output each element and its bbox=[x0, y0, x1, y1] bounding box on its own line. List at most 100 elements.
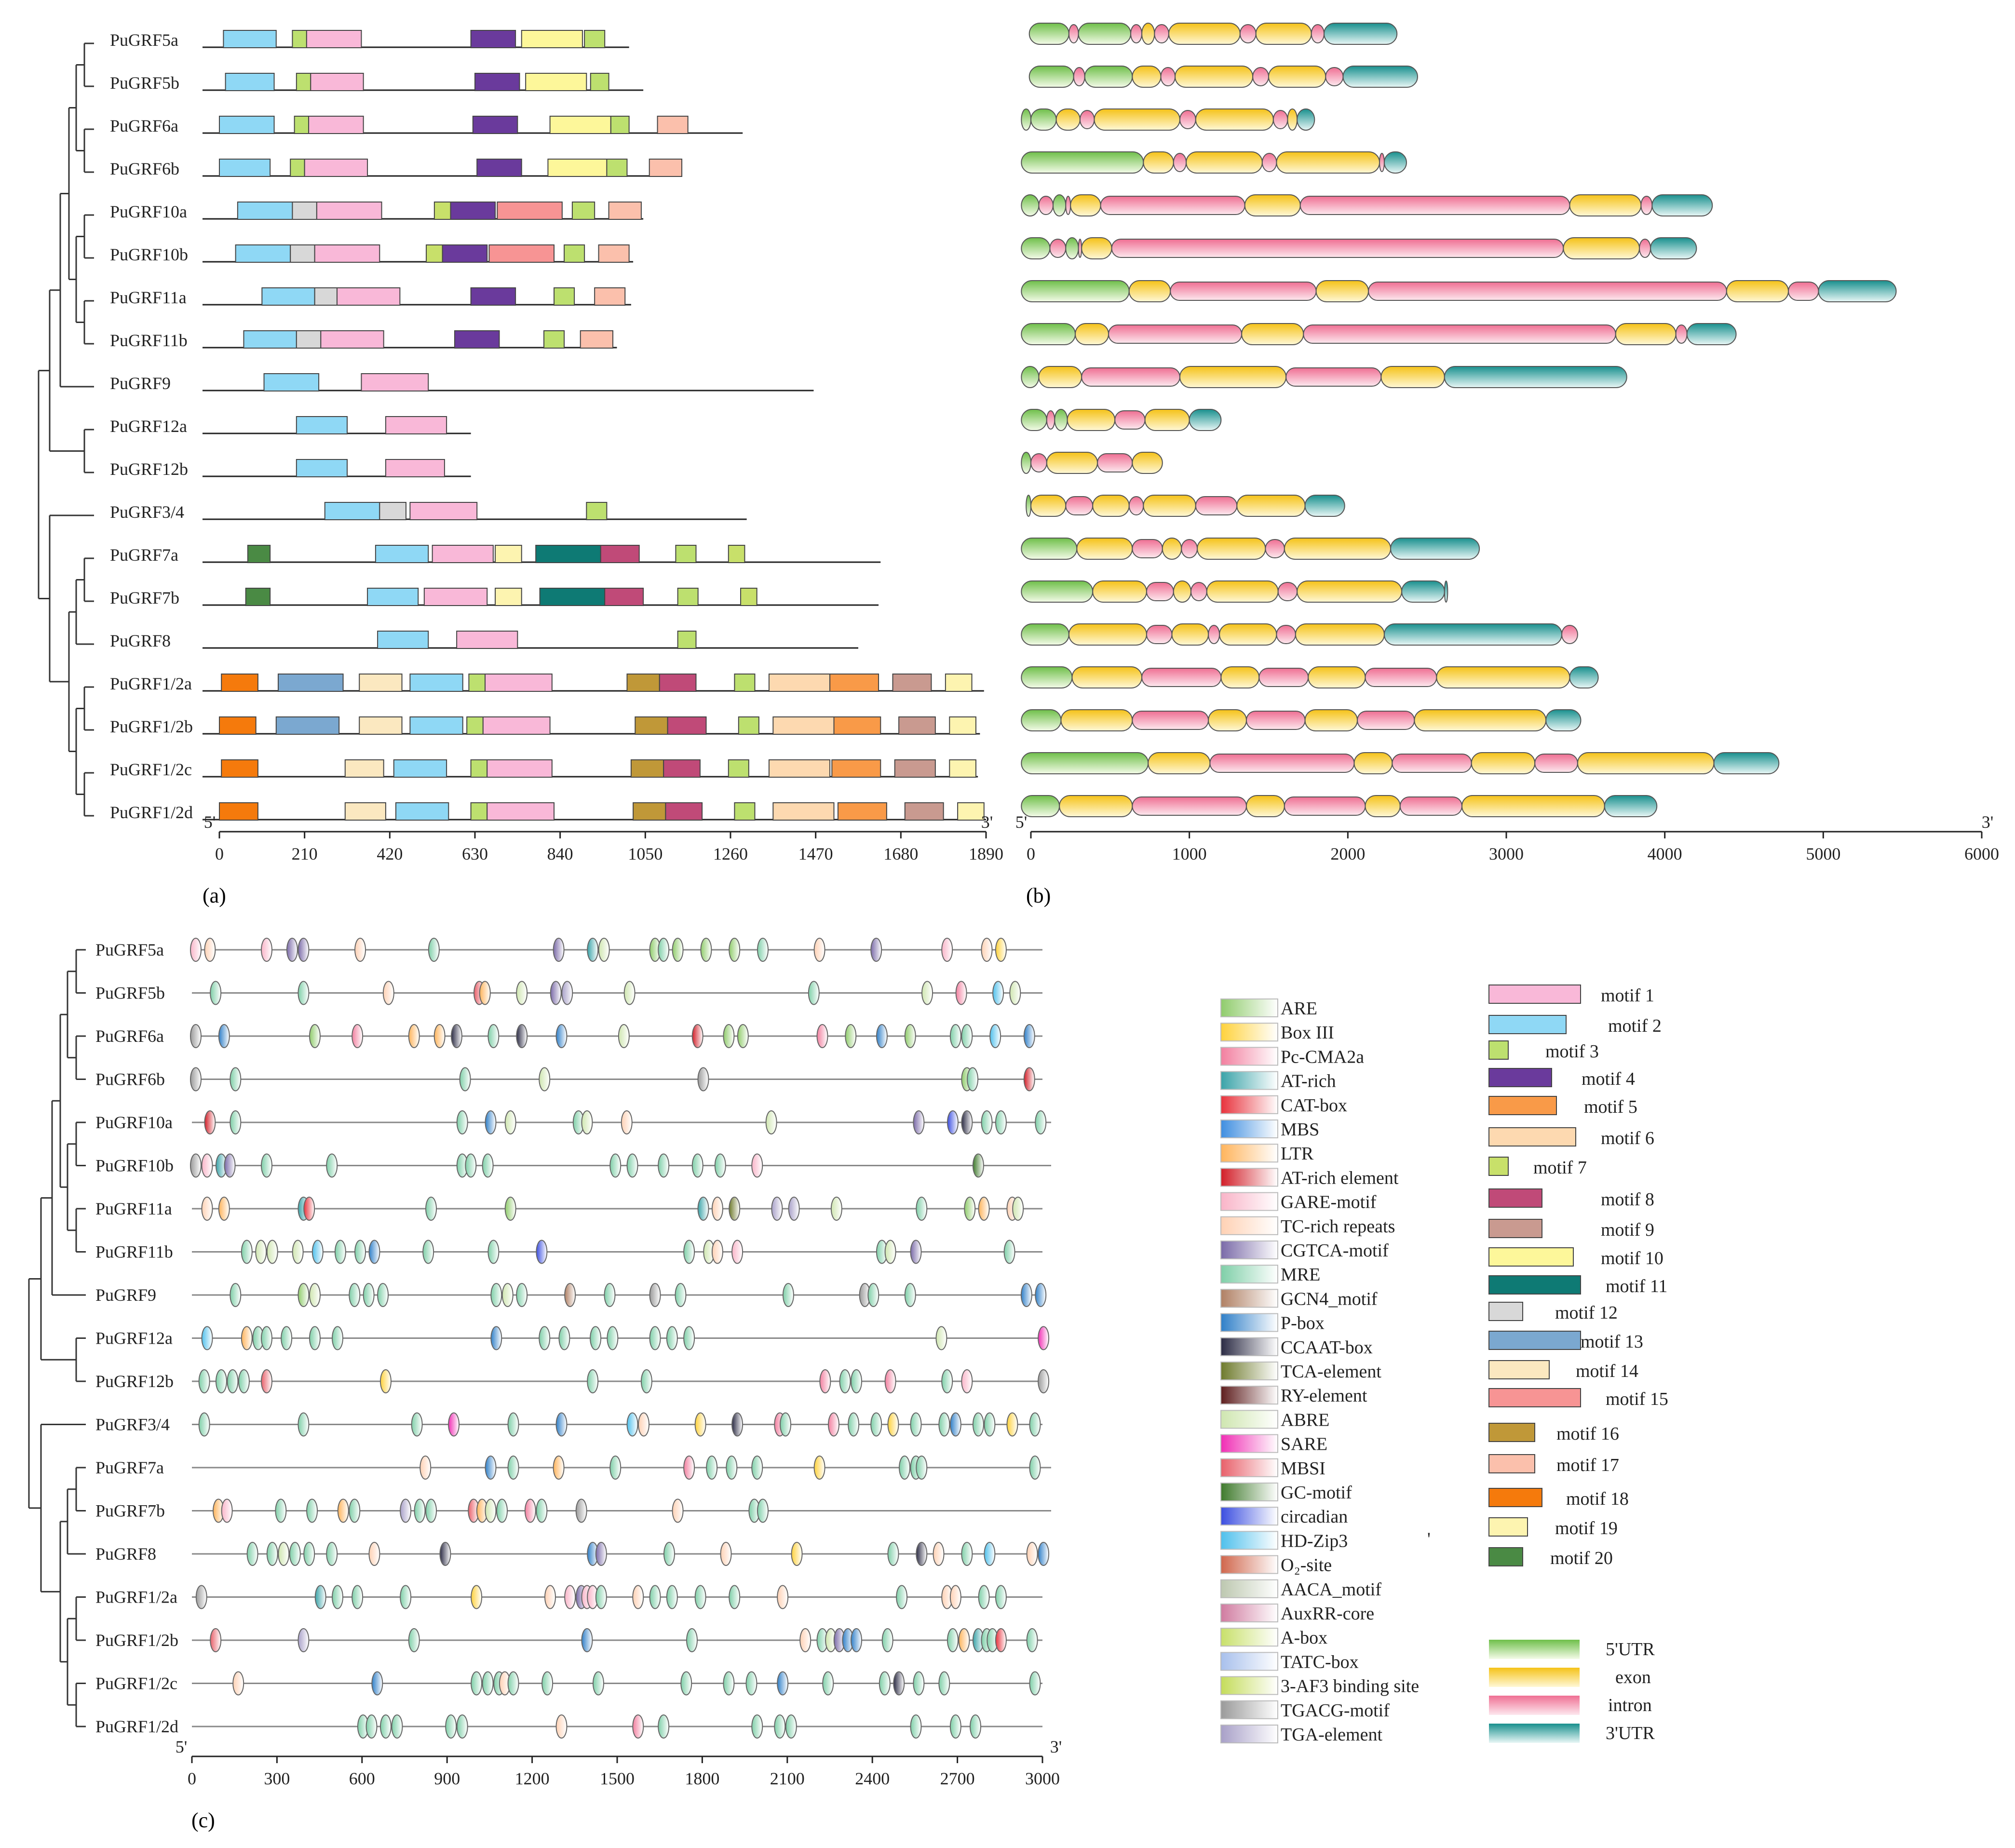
cis-element-ccaat-box bbox=[893, 1671, 905, 1696]
motif-11-box bbox=[535, 545, 601, 563]
cis-element-p-box bbox=[218, 1024, 230, 1048]
cis-element-cgtca-motif bbox=[553, 938, 565, 962]
legend-label: exon bbox=[1615, 1667, 1651, 1687]
legend-label: motif 5 bbox=[1584, 1097, 1637, 1117]
gene-label: PuGRF10b bbox=[95, 1156, 174, 1175]
motif-1-box bbox=[487, 759, 553, 778]
legend-cis-aaca-motif: AACA_motif bbox=[1220, 1579, 1381, 1600]
exon-segment bbox=[1055, 108, 1081, 131]
legend-label: MBSI bbox=[1281, 1458, 1325, 1479]
legend-swatch bbox=[1220, 1362, 1278, 1380]
motif-row-pugrf8: PuGRF8 bbox=[110, 631, 858, 650]
legend-label: CGTCA-motif bbox=[1281, 1241, 1389, 1261]
intron-segment bbox=[1068, 24, 1079, 43]
cis-element-mre bbox=[649, 1585, 661, 1609]
utr5-segment bbox=[1021, 623, 1069, 646]
intron-segment bbox=[1392, 754, 1472, 773]
axis-tick-label: 420 bbox=[377, 844, 403, 863]
legend-cis-at-rich: AT-rich bbox=[1220, 1071, 1336, 1092]
cis-element-p-box bbox=[1023, 1024, 1035, 1048]
cis-element-mre bbox=[363, 1283, 375, 1307]
utr5-segment bbox=[1084, 66, 1133, 88]
exon-segment bbox=[1132, 66, 1162, 88]
cis-element-mre bbox=[751, 1456, 763, 1480]
axis-tick-label: 2000 bbox=[1330, 844, 1365, 863]
exon-segment bbox=[1148, 752, 1211, 774]
cis-element-mre bbox=[210, 981, 222, 1005]
motif-14-box bbox=[344, 802, 386, 821]
cis-element-mre bbox=[640, 1369, 652, 1393]
legend-label: motif 12 bbox=[1555, 1303, 1618, 1323]
legend-label: MRE bbox=[1281, 1265, 1320, 1285]
legend-swatch bbox=[1220, 998, 1278, 1017]
exon-segment bbox=[1081, 237, 1112, 259]
legend-swatch bbox=[1488, 1157, 1509, 1176]
cis-element-tgacg-motif bbox=[190, 1153, 202, 1178]
cis-element-mre bbox=[984, 1412, 996, 1437]
legend-label: TATC-box bbox=[1281, 1652, 1359, 1672]
structure-row-pugrf7a bbox=[1021, 538, 1480, 560]
motif-2-box bbox=[235, 244, 291, 263]
legend-cis-tatc-box: TATC-box bbox=[1220, 1652, 1359, 1672]
intron-segment bbox=[1132, 711, 1209, 730]
motif-1-box bbox=[336, 287, 401, 306]
legend-swatch bbox=[1220, 1458, 1278, 1477]
axis-tick-label: 6000 bbox=[1964, 844, 1999, 863]
motif-row-pugrf11a: PuGRF11a bbox=[110, 287, 631, 307]
legend-tick-mark: ' bbox=[1427, 1529, 1431, 1549]
axis-tick-label: 0 bbox=[1027, 844, 1035, 863]
gene-label: PuGRF11b bbox=[110, 331, 188, 350]
cis-element-ltr bbox=[337, 1498, 349, 1523]
structure-row-pugrf10a bbox=[1021, 194, 1713, 216]
legend-swatch bbox=[1220, 1555, 1278, 1574]
legend-label: A-box bbox=[1281, 1628, 1327, 1648]
cis-element-mre bbox=[230, 1110, 242, 1134]
cis-element-mre bbox=[309, 1326, 321, 1350]
utr3-segment bbox=[1818, 280, 1897, 302]
motif-row-pugrf6a: PuGRF6a bbox=[110, 116, 743, 135]
legend-label: AACA_motif bbox=[1281, 1579, 1381, 1600]
motif-2-box bbox=[296, 459, 348, 477]
motif-1-box bbox=[385, 459, 445, 477]
axis-tick-label: 600 bbox=[349, 1769, 375, 1788]
cis-element-abre bbox=[598, 938, 610, 962]
intron-segment bbox=[1114, 410, 1146, 430]
cis-element-mre bbox=[867, 1283, 879, 1307]
axis-tick-label: 1680 bbox=[883, 844, 918, 863]
cis-element-mre bbox=[306, 1498, 318, 1523]
intron-segment bbox=[1065, 196, 1071, 215]
cis-element-mre bbox=[666, 1585, 678, 1609]
motif-11-box bbox=[539, 588, 606, 606]
legend-swatch bbox=[1220, 1531, 1278, 1550]
cis-element-tgacg-motif bbox=[190, 1067, 202, 1092]
cis-element-box-iii bbox=[995, 938, 1007, 962]
cis-element-p-box bbox=[555, 1412, 568, 1437]
exon-segment bbox=[1076, 538, 1133, 560]
structure-row-pugrf6b bbox=[1021, 151, 1407, 174]
legend-cis-abre: ABRE bbox=[1220, 1410, 1329, 1430]
cis-element-mre bbox=[326, 1153, 338, 1178]
motif-row-pugrf5b: PuGRF5b bbox=[110, 73, 644, 93]
cis-element-mre bbox=[949, 1714, 961, 1739]
cis-element-mre bbox=[658, 938, 670, 962]
gene-label: PuGRF7b bbox=[95, 1501, 165, 1521]
utr5-segment bbox=[1021, 752, 1149, 774]
motif-1-box bbox=[385, 416, 447, 434]
cis-element-mre bbox=[1026, 1628, 1038, 1652]
motif-row-pugrf7a: PuGRF7a bbox=[110, 545, 881, 565]
legend-label: LTR bbox=[1281, 1144, 1314, 1164]
legend-swatch bbox=[1488, 1360, 1550, 1379]
legend-swatch bbox=[1220, 1313, 1278, 1332]
promoter-row-pugrf11b: PuGRF11b bbox=[95, 1240, 1042, 1264]
legend-swatch bbox=[1489, 1668, 1580, 1687]
cis-element-circadian bbox=[536, 1240, 548, 1264]
cis-element-abre bbox=[623, 981, 636, 1005]
legend-swatch bbox=[1220, 1386, 1278, 1405]
intron-segment bbox=[1179, 110, 1196, 129]
cis-element-mre bbox=[839, 1369, 851, 1393]
utr3-segment bbox=[1401, 580, 1445, 603]
cis-element-abre bbox=[516, 981, 528, 1005]
motif-3-box bbox=[470, 802, 488, 821]
motif-9-box bbox=[904, 802, 944, 821]
